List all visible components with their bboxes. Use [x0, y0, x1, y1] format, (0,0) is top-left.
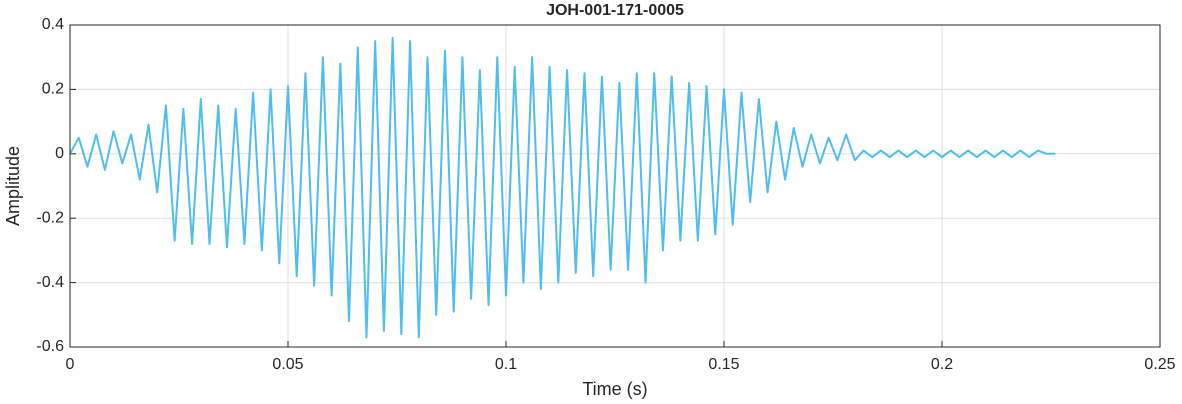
- y-tick-label: -0.2: [36, 209, 64, 226]
- y-tick-label: -0.4: [36, 274, 64, 291]
- x-tick-label: 0.1: [495, 356, 517, 373]
- x-tick-label: 0.2: [931, 356, 953, 373]
- waveform-line: [69, 36, 1056, 339]
- y-axis-label: Amplitude: [3, 146, 23, 226]
- x-tick-label: 0.15: [708, 356, 739, 373]
- x-tick-label: 0.05: [272, 356, 303, 373]
- chart-title: JOH-001-171-0005: [546, 2, 684, 19]
- axes-box: [69, 24, 1161, 348]
- y-tick-label: 0.4: [42, 16, 64, 33]
- x-tick-label: 0: [66, 356, 75, 373]
- y-tick-label: 0.2: [42, 81, 64, 98]
- y-tick-label: -0.6: [36, 338, 64, 355]
- x-tick-label: 0.25: [1144, 356, 1175, 373]
- x-axis-label: Time (s): [582, 379, 647, 399]
- y-tick-label: 0: [55, 145, 64, 162]
